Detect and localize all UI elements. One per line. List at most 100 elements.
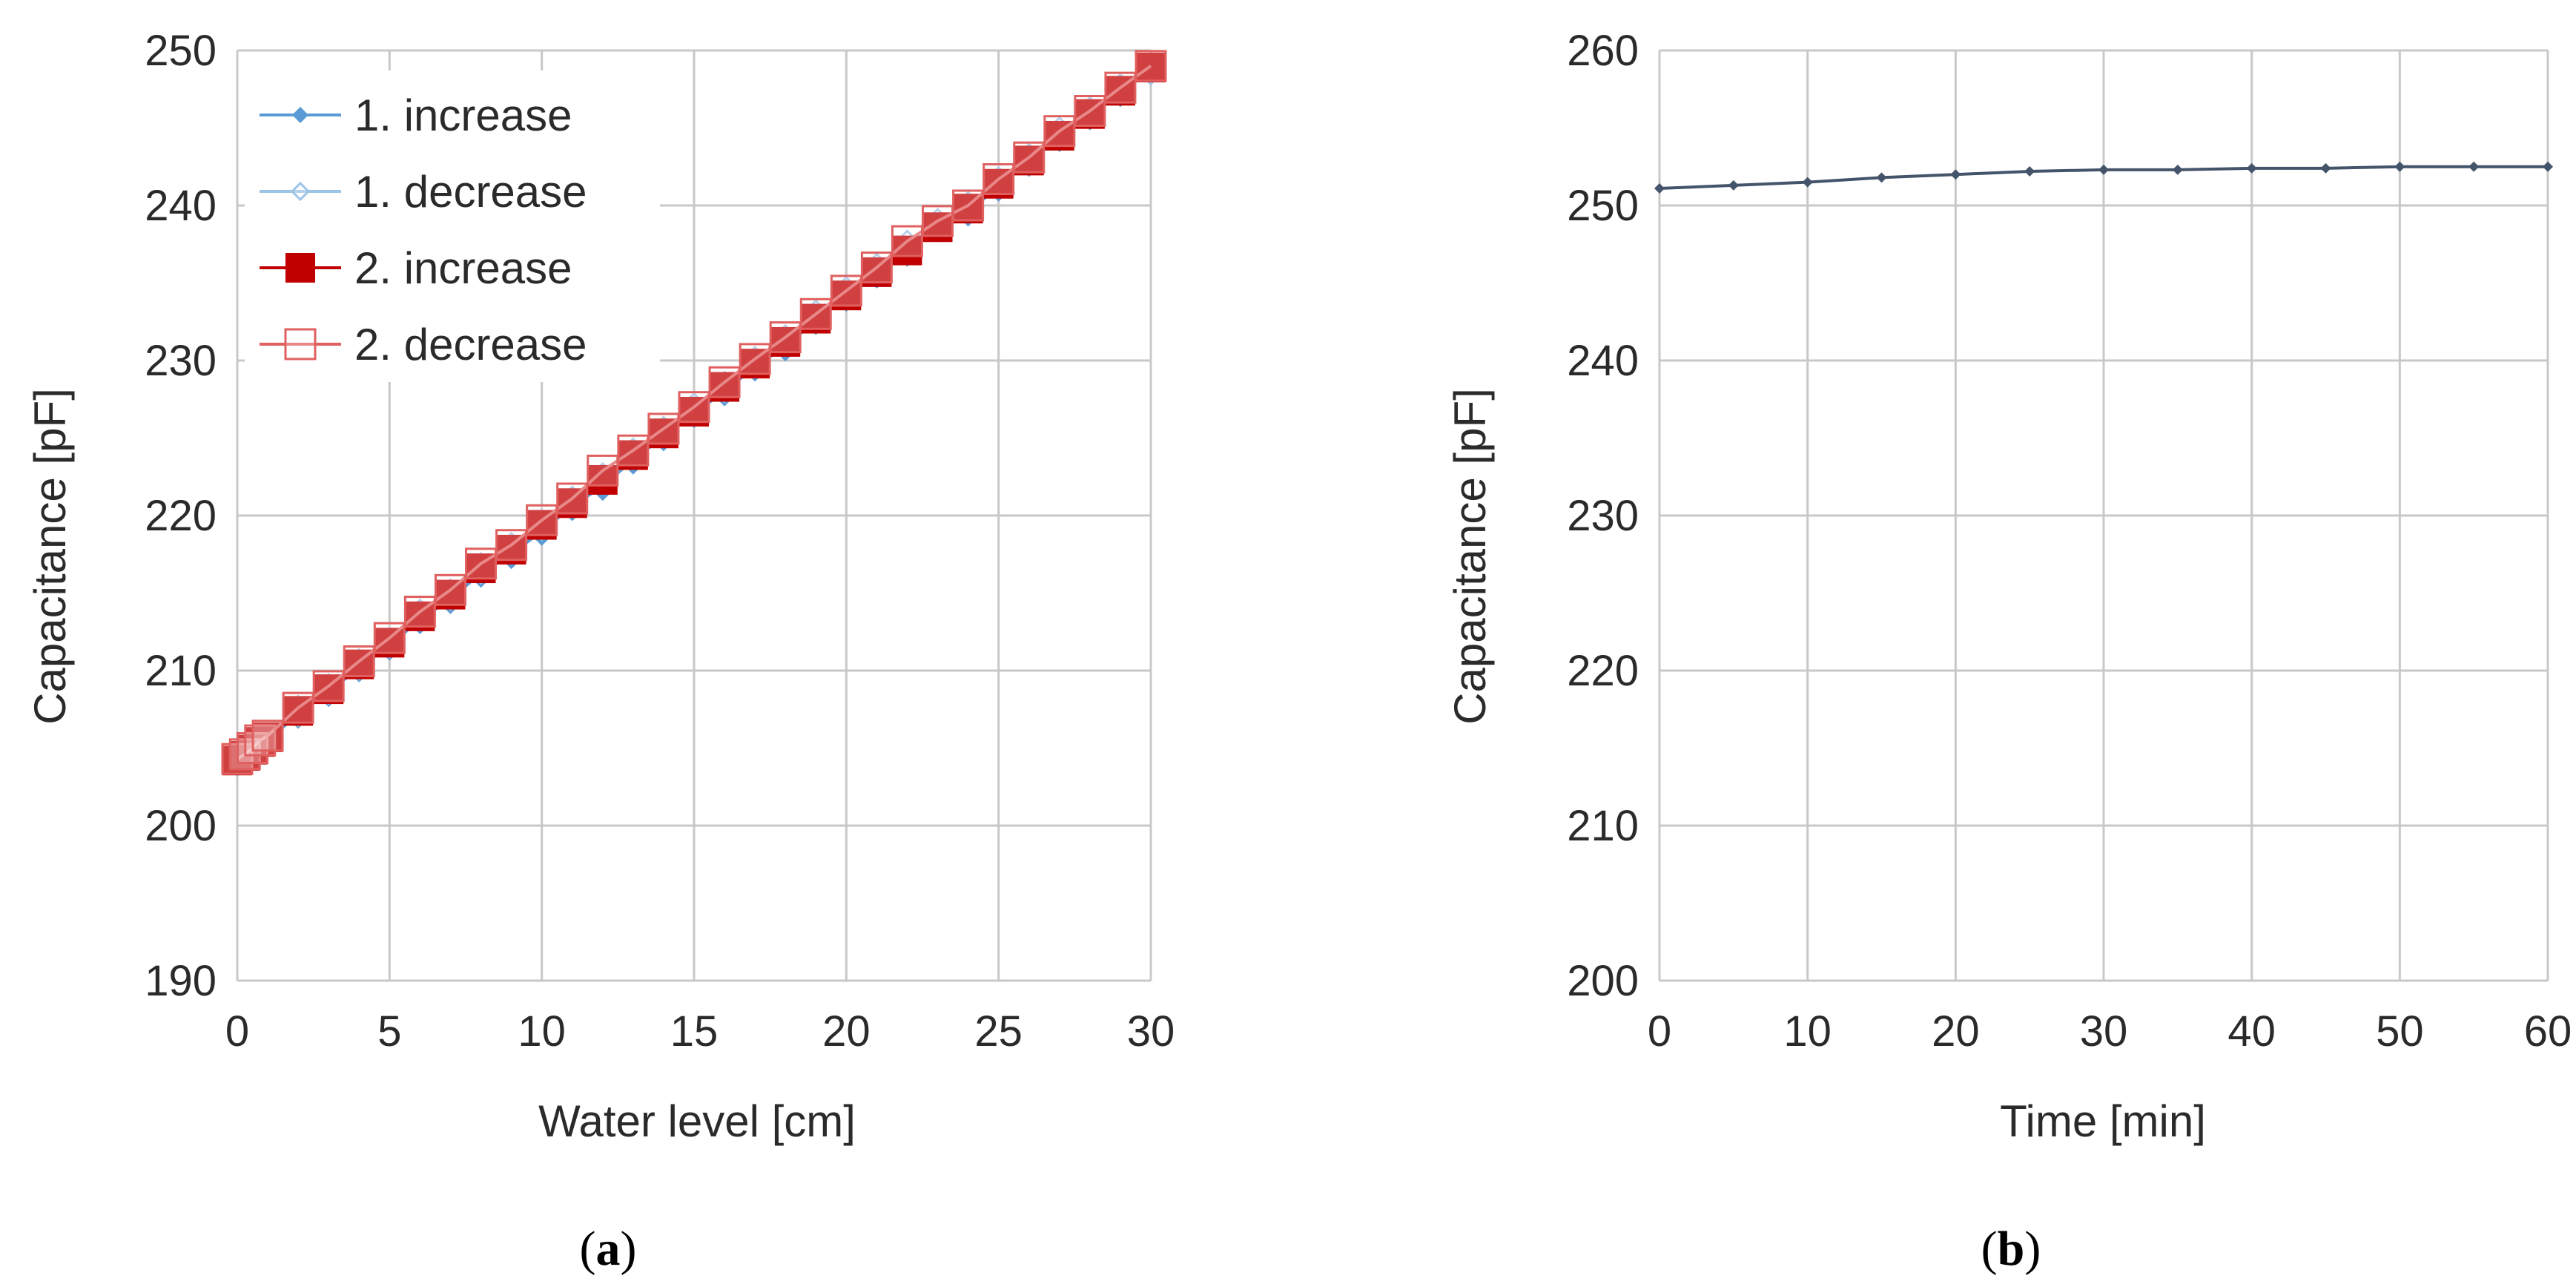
- y-tick-label: 200: [1567, 957, 1639, 1005]
- data-point: [2468, 161, 2480, 172]
- y-tick-label: 250: [1567, 182, 1639, 230]
- data-point: [2246, 162, 2257, 174]
- y-tick-label: 240: [1567, 337, 1639, 385]
- data-point: [1802, 177, 1813, 188]
- panel-label-b-close: ): [2024, 1222, 2041, 1276]
- grid-b: [1658, 49, 2549, 982]
- data-point: [1104, 71, 1137, 104]
- data-point: [2394, 161, 2405, 172]
- legend-label: 1. decrease: [354, 167, 587, 217]
- legend-item: 2. decrease: [260, 320, 587, 369]
- y-tick-label: 200: [145, 802, 217, 850]
- data-point: [1728, 180, 1739, 191]
- legend-label: 2. increase: [354, 243, 572, 293]
- data-point: [1013, 141, 1046, 174]
- data-point: [922, 205, 954, 237]
- legend-label: 1. increase: [354, 90, 572, 140]
- y-tick-label: 230: [1567, 492, 1639, 540]
- x-axis-title-b: Time [min]: [2000, 1096, 2206, 1146]
- series-1-0: [1654, 161, 2553, 194]
- panel-label-a: (a): [580, 1222, 637, 1276]
- x-ticks-a: 0 5 10 15 20 25 30: [225, 1007, 1175, 1056]
- y-tick-label: 220: [145, 492, 217, 540]
- x-tick-label: 40: [2227, 1007, 2276, 1056]
- y-ticks-b: 200 210 220 230 240 250 260: [1567, 27, 1639, 1005]
- y-axis-title-b: Capacitance [pF]: [1445, 388, 1495, 725]
- data-point: [708, 366, 741, 398]
- chart-panel-a: 190 200 210 220 230 240 250 0 5 10 15 20 25 30 1. in…: [25, 27, 1175, 1146]
- data-point: [891, 225, 923, 257]
- data-point: [2543, 161, 2553, 172]
- panel-label-a-open: (: [580, 1222, 596, 1276]
- y-tick-label: 240: [145, 182, 217, 230]
- data-point: [2320, 162, 2331, 174]
- x-tick-label: 60: [2524, 1007, 2572, 1056]
- x-axis-title-a: Water level [cm]: [538, 1096, 856, 1146]
- panel-label-a-close: ): [621, 1222, 637, 1276]
- data-point: [1654, 183, 1665, 194]
- legend-swatch-marker: [284, 328, 317, 361]
- data-point: [526, 504, 558, 536]
- data-point: [2172, 164, 2183, 175]
- y-tick-label: 210: [145, 647, 217, 695]
- data-point: [2098, 164, 2109, 175]
- data-point: [769, 321, 802, 354]
- legend-swatch-marker: [290, 181, 311, 202]
- legend-item: 1. increase: [260, 90, 572, 140]
- data-point: [1135, 50, 1167, 82]
- y-tick-label: 230: [145, 337, 217, 385]
- data-point: [678, 391, 710, 424]
- x-tick-label: 25: [974, 1007, 1023, 1056]
- data-point: [465, 547, 498, 580]
- legend-swatch-marker: [292, 107, 308, 123]
- data-point: [251, 720, 284, 752]
- y-ticks-a: 190 200 210 220 230 240 250: [145, 27, 217, 1005]
- data-point: [587, 454, 619, 487]
- data-point: [2024, 166, 2035, 177]
- series-layer-b: [1654, 161, 2553, 194]
- series-0-3: [221, 50, 1167, 775]
- y-tick-label: 260: [1567, 27, 1639, 75]
- x-tick-label: 20: [822, 1007, 871, 1056]
- data-point: [282, 691, 314, 724]
- panel-label-b: (b): [1981, 1222, 2041, 1276]
- data-point: [312, 670, 345, 702]
- legend-item: 2. increase: [260, 243, 572, 293]
- x-tick-label: 50: [2376, 1007, 2424, 1056]
- x-tick-label: 0: [1648, 1007, 1671, 1056]
- y-tick-label: 220: [1567, 647, 1639, 695]
- data-point: [830, 274, 862, 307]
- chart-panel-b: 200 210 220 230 240 250 260 0 10 20 30 40 50 60 Time…: [1445, 27, 2572, 1146]
- panel-label-b-letter: b: [1998, 1222, 2025, 1276]
- data-point: [1074, 95, 1106, 128]
- x-tick-label: 10: [518, 1007, 566, 1056]
- x-ticks-b: 0 10 20 30 40 50 60: [1648, 1007, 2572, 1056]
- data-point: [1876, 172, 1887, 183]
- x-tick-label: 20: [1932, 1007, 1980, 1056]
- data-point: [495, 529, 528, 562]
- x-tick-label: 30: [2080, 1007, 2128, 1056]
- y-axis-title-a: Capacitance [pF]: [25, 388, 75, 725]
- x-tick-label: 0: [225, 1007, 249, 1056]
- panel-label-a-letter: a: [596, 1222, 621, 1276]
- data-point: [403, 596, 436, 628]
- panel-label-b-open: (: [1981, 1222, 1998, 1276]
- data-point: [1950, 169, 1961, 180]
- y-tick-label: 250: [145, 27, 217, 75]
- x-tick-label: 30: [1127, 1007, 1175, 1056]
- data-point: [952, 189, 985, 222]
- legend-swatch-marker: [285, 253, 315, 283]
- legend-label: 2. decrease: [354, 320, 587, 369]
- data-point: [982, 162, 1015, 195]
- data-point: [617, 434, 650, 467]
- data-point: [556, 482, 589, 515]
- x-tick-label: 5: [377, 1007, 401, 1056]
- data-point: [860, 251, 893, 284]
- data-point: [799, 297, 832, 330]
- y-tick-label: 190: [145, 957, 217, 1005]
- x-tick-label: 10: [1783, 1007, 1832, 1056]
- data-point: [647, 412, 680, 445]
- series-layer-a: [220, 50, 1168, 777]
- legend-item: 1. decrease: [260, 167, 587, 217]
- data-point: [739, 343, 771, 375]
